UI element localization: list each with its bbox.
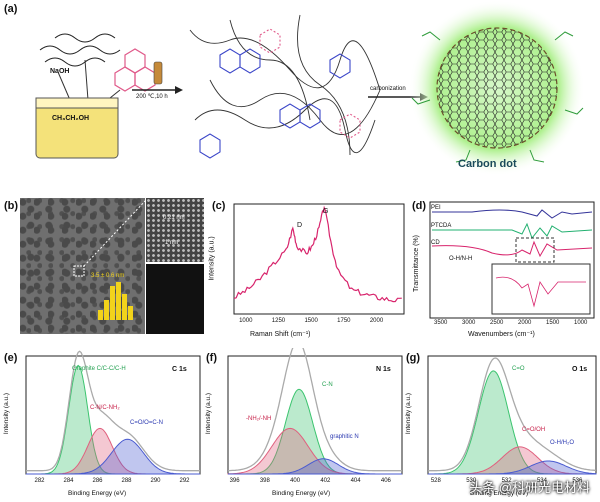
xps-xtick: 284 <box>63 478 74 484</box>
xps-e-xlabel: Binding Energy (eV) <box>68 490 127 497</box>
raman-xtick: 1000 <box>239 318 253 324</box>
xps-xtick: 288 <box>121 478 132 484</box>
panel-g-label: (g) <box>406 352 421 364</box>
xps-xtick: 534 <box>536 478 547 484</box>
reagent-naoh: NaOH <box>50 68 70 75</box>
fft-inset <box>146 264 204 334</box>
carbon-dot-label: Carbon dot <box>458 158 517 170</box>
ftir-legend-ptcda: PTCDA <box>431 223 452 229</box>
xps-xtick: 400 <box>290 478 301 484</box>
xps-component-peak <box>228 458 402 475</box>
ftir-ylabel: Transmittance (%) <box>412 235 420 292</box>
xps-f-ylabel: Intensity (a.u.) <box>205 392 213 435</box>
raman-peak-g: G <box>323 208 329 215</box>
raman-chart <box>233 203 405 315</box>
raman-xtick: 1750 <box>337 318 351 324</box>
ftir-annotation: O-H/N-H <box>449 256 473 262</box>
xps-g-title: O 1s <box>572 366 588 373</box>
solvent-label: CH₃CH₂OH <box>52 115 90 122</box>
xps-envelope-line <box>26 350 200 472</box>
raman-xtick: 2000 <box>369 318 384 324</box>
panel-a-label: (a) <box>4 3 18 15</box>
xps-e-xticks: 282 284 286 288 290 292 <box>20 478 204 488</box>
watermark: 头条 @科研光电材料 <box>469 480 590 495</box>
xps-component-peak <box>26 438 200 475</box>
carbonization-label: carbonization <box>370 86 406 92</box>
xps-n1s-chart <box>227 348 403 475</box>
xps-xtick: 530 <box>466 478 477 484</box>
xps-xtick: 532 <box>501 478 512 484</box>
ftir-xtick: 1000 <box>574 320 588 326</box>
xps-xtick: 528 <box>430 478 441 484</box>
xps-xtick: 406 <box>380 478 391 484</box>
xps-g-peak-3: O-H/H₂O <box>550 440 574 446</box>
xps-xtick: 404 <box>350 478 361 484</box>
panel-b-label: (b) <box>4 200 19 212</box>
raman-ylabel: Intensity (a.u.) <box>208 236 216 281</box>
xps-xtick: 290 <box>150 478 161 484</box>
raman-series-line <box>233 205 402 303</box>
xps-xtick: 402 <box>320 478 331 484</box>
panel-e-label: (e) <box>4 352 18 364</box>
panel-c-label: (c) <box>212 200 226 212</box>
lattice-spacing: 0.21 nm <box>163 215 185 221</box>
ftir-xtick: 2000 <box>518 320 532 326</box>
ftir-xtick: 3500 <box>434 320 448 326</box>
xps-g-peak-1: C=O <box>512 366 525 372</box>
xps-xtick: 282 <box>34 478 45 484</box>
size-distribution-label: 3.5 ± 0.6 nm <box>91 273 125 279</box>
xps-e-peak-2: C-N/C-NH₂ <box>90 405 120 411</box>
xps-xtick: 292 <box>179 478 190 484</box>
ftir-xticks: 3500 3000 2500 2000 1500 1000 <box>412 320 600 330</box>
panel-f-label: (f) <box>206 352 217 364</box>
ftir-xtick: 1500 <box>546 320 560 326</box>
xps-g-xlabel: Binding Energy (eV) <box>470 490 529 497</box>
panel-a-schematic <box>35 0 585 176</box>
xps-xtick: 286 <box>92 478 103 484</box>
xps-xtick: 396 <box>229 478 240 484</box>
xps-f-peak-2: -NH₂/-NH <box>246 416 272 422</box>
xps-g-xticks: 528 530 532 534 536 <box>422 478 600 488</box>
raman-xtick: 1500 <box>304 318 318 324</box>
xps-xtick: 398 <box>259 478 270 484</box>
hrtem-inset <box>146 198 204 262</box>
xps-f-xlabel: Binding Energy (eV) <box>272 490 331 497</box>
ftir-xtick: 3000 <box>462 320 476 326</box>
xps-f-peak-3: graphitic N <box>330 434 359 440</box>
xps-e-peak-3: C=O/O=C-N <box>130 420 164 426</box>
ftir-xtick: 2500 <box>490 320 504 326</box>
xps-f-title: N 1s <box>376 366 391 373</box>
ftir-legend-pei: PEI <box>431 205 441 211</box>
raman-peak-d: D <box>297 222 303 229</box>
xps-g-ylabel: Intensity (a.u.) <box>405 392 413 435</box>
xps-envelope-line <box>228 348 402 472</box>
ftir-chart <box>429 201 595 319</box>
xps-f-peak-1: C-N <box>322 382 333 388</box>
xps-f-xticks: 396 398 400 402 404 406 <box>222 478 406 488</box>
xps-g-peak-2: C=O/OH <box>522 427 546 433</box>
raman-xlabel: Raman Shift (cm⁻¹) <box>250 331 311 338</box>
xps-xtick: 536 <box>572 478 583 484</box>
xps-e-ylabel: Intensity (a.u.) <box>3 392 11 435</box>
ftir-legend-cd: CD <box>431 240 440 246</box>
raman-xtick: 1250 <box>271 318 286 324</box>
raman-xticks: 1000 1250 1500 1750 2000 <box>212 318 412 328</box>
hrtem-scalebar: 1 nm <box>165 240 179 246</box>
xps-e-title: C 1s <box>172 366 187 373</box>
xps-e-peak-1: Graphite C/C-C/C-H <box>72 366 126 372</box>
panel-d-label: (d) <box>412 200 427 212</box>
xps-envelope-line <box>428 357 597 472</box>
xps-o1s-chart <box>427 355 597 475</box>
xps-component-peak <box>428 460 597 475</box>
reaction-condition: 200 ℃,10 h <box>136 94 168 100</box>
ftir-xlabel: Wavenumbers (cm⁻¹) <box>468 331 535 338</box>
xps-c1s-chart <box>25 350 201 475</box>
